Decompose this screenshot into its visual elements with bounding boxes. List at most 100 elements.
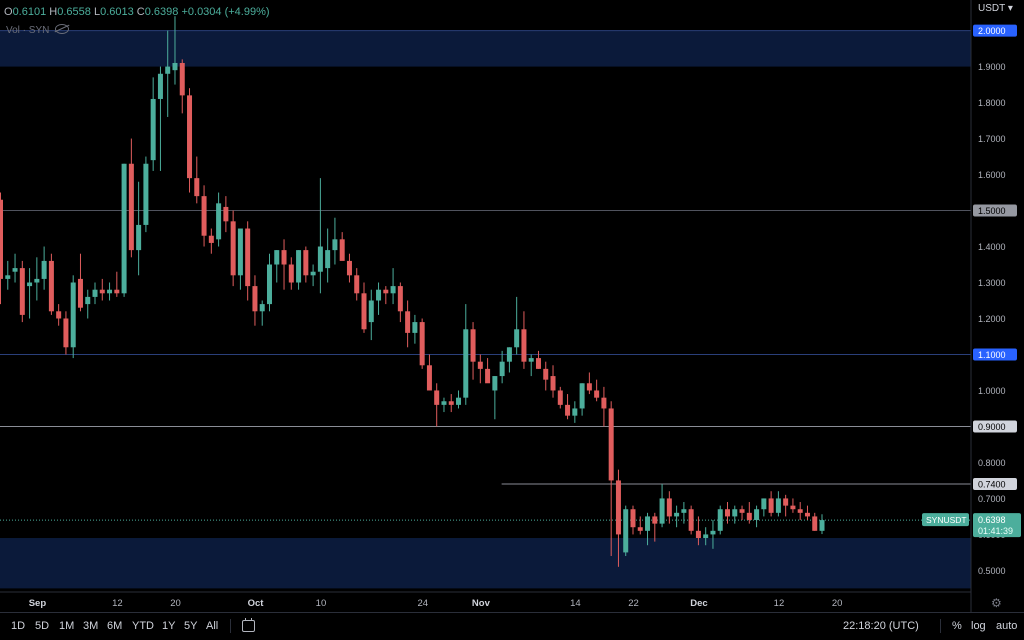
settings-gear-icon[interactable]: ⚙ — [991, 596, 1002, 610]
candle — [790, 498, 796, 513]
candle — [70, 275, 76, 359]
candle-body — [121, 163, 127, 294]
price-tick-label: 1.9000 — [978, 62, 1006, 72]
candle-body — [623, 509, 629, 553]
candle — [557, 386, 563, 409]
candle — [128, 138, 134, 258]
candle — [368, 289, 374, 341]
price-chart[interactable]: 2.0000 1.9000 1.8000 1.7000 1.6000 1.5000 1.40… — [0, 0, 1024, 612]
bottom-toolbar: 1D 5D 1M 3M 6M YTD 1Y 5Y All 22:18:20 (U… — [0, 612, 1024, 640]
candle — [499, 350, 505, 384]
time-tick-label: Sep — [29, 598, 47, 609]
candle — [172, 16, 178, 85]
range-3m-button[interactable]: 3M — [83, 620, 99, 632]
price-tick-label: 1.4000 — [978, 242, 1006, 252]
candle-body — [586, 383, 592, 391]
range-6m-button[interactable]: 6M — [107, 620, 123, 632]
candle-body — [376, 289, 382, 301]
candle — [237, 228, 243, 290]
candle — [710, 520, 716, 549]
candle-body — [659, 498, 665, 524]
time-tick-label: Nov — [472, 598, 491, 609]
range-5d-button[interactable]: 5D — [35, 620, 50, 632]
candle-body — [368, 300, 374, 323]
candle — [41, 246, 47, 290]
candle-body — [92, 289, 98, 297]
candle-body — [223, 206, 229, 222]
candle — [99, 278, 105, 301]
last-price-badge — [973, 513, 1021, 538]
candle-body — [317, 246, 323, 272]
low-value: 0.6013 — [100, 6, 134, 18]
candle-body — [470, 329, 476, 362]
price-tick-label: 1.1000 — [978, 350, 1006, 360]
auto-toggle[interactable]: auto — [996, 620, 1018, 632]
range-all-button[interactable]: All — [206, 620, 219, 632]
calendar-icon[interactable] — [242, 618, 255, 632]
price-tick-label: 1.5000 — [978, 206, 1006, 216]
candle-body — [456, 397, 462, 405]
percent-toggle[interactable]: % — [952, 620, 962, 632]
candle-body — [674, 512, 680, 517]
candle-body — [346, 260, 352, 276]
candle — [652, 512, 658, 542]
candle — [550, 365, 556, 398]
candle-body — [485, 368, 491, 384]
candle-body — [681, 509, 687, 513]
candle-body — [208, 235, 214, 243]
range-1y-button[interactable]: 1Y — [162, 620, 176, 632]
toolbar-divider — [230, 619, 231, 633]
candle-body — [746, 512, 752, 521]
candle — [703, 527, 709, 546]
candle — [528, 354, 534, 377]
candle-body — [768, 498, 774, 513]
demand-supply-zone — [0, 30, 971, 67]
candle — [0, 192, 3, 305]
candle — [216, 192, 222, 247]
candle — [114, 271, 120, 297]
candle-body — [107, 289, 113, 294]
candle — [623, 505, 629, 557]
candle — [201, 185, 207, 247]
candle-body — [303, 250, 309, 276]
candle-body — [354, 275, 360, 294]
price-tick-label: 1.3000 — [978, 278, 1006, 288]
candle — [252, 275, 258, 326]
candle-body — [56, 311, 62, 319]
candle-body — [201, 196, 207, 236]
range-ytd-button[interactable]: YTD — [132, 620, 154, 632]
price-tick-label: 1.2000 — [978, 314, 1006, 324]
candle-body — [804, 512, 810, 517]
candle-body — [717, 509, 723, 531]
candle-body — [70, 282, 76, 348]
candle — [768, 491, 774, 517]
range-1d-button[interactable]: 1D — [11, 620, 26, 632]
candle — [77, 253, 83, 312]
candle-body — [165, 66, 171, 74]
currency-selector[interactable]: USDT ▾ — [978, 3, 1013, 14]
candle-body — [448, 401, 454, 405]
candle-body — [296, 250, 302, 283]
volume-legend: Vol · SYN — [6, 23, 70, 36]
candle-body — [695, 530, 701, 539]
candle-countdown: 01:41:39 — [978, 526, 1013, 536]
price-level-badge — [973, 24, 1017, 37]
open-label: O — [4, 6, 13, 18]
price-tick-label: 1.6000 — [978, 170, 1006, 180]
candle-body — [397, 286, 403, 312]
candle-body — [434, 390, 440, 405]
toolbar-divider — [940, 619, 941, 633]
candle-body — [819, 520, 825, 531]
range-5y-button[interactable]: 5Y — [184, 620, 198, 632]
candle — [608, 401, 614, 557]
candle — [281, 239, 287, 290]
ohlc-legend: O0.6101 H0.6558 L0.6013 C0.6398 +0.0304 … — [4, 6, 270, 18]
price-tick-label: 0.5000 — [978, 566, 1006, 576]
candle — [259, 300, 265, 326]
log-toggle[interactable]: log — [971, 620, 986, 632]
utc-time[interactable]: 22:18:20 (UTC) — [843, 620, 919, 632]
candle — [521, 311, 527, 369]
candle — [85, 289, 91, 319]
range-1m-button[interactable]: 1M — [59, 620, 75, 632]
hidden-eye-icon[interactable] — [55, 24, 70, 34]
